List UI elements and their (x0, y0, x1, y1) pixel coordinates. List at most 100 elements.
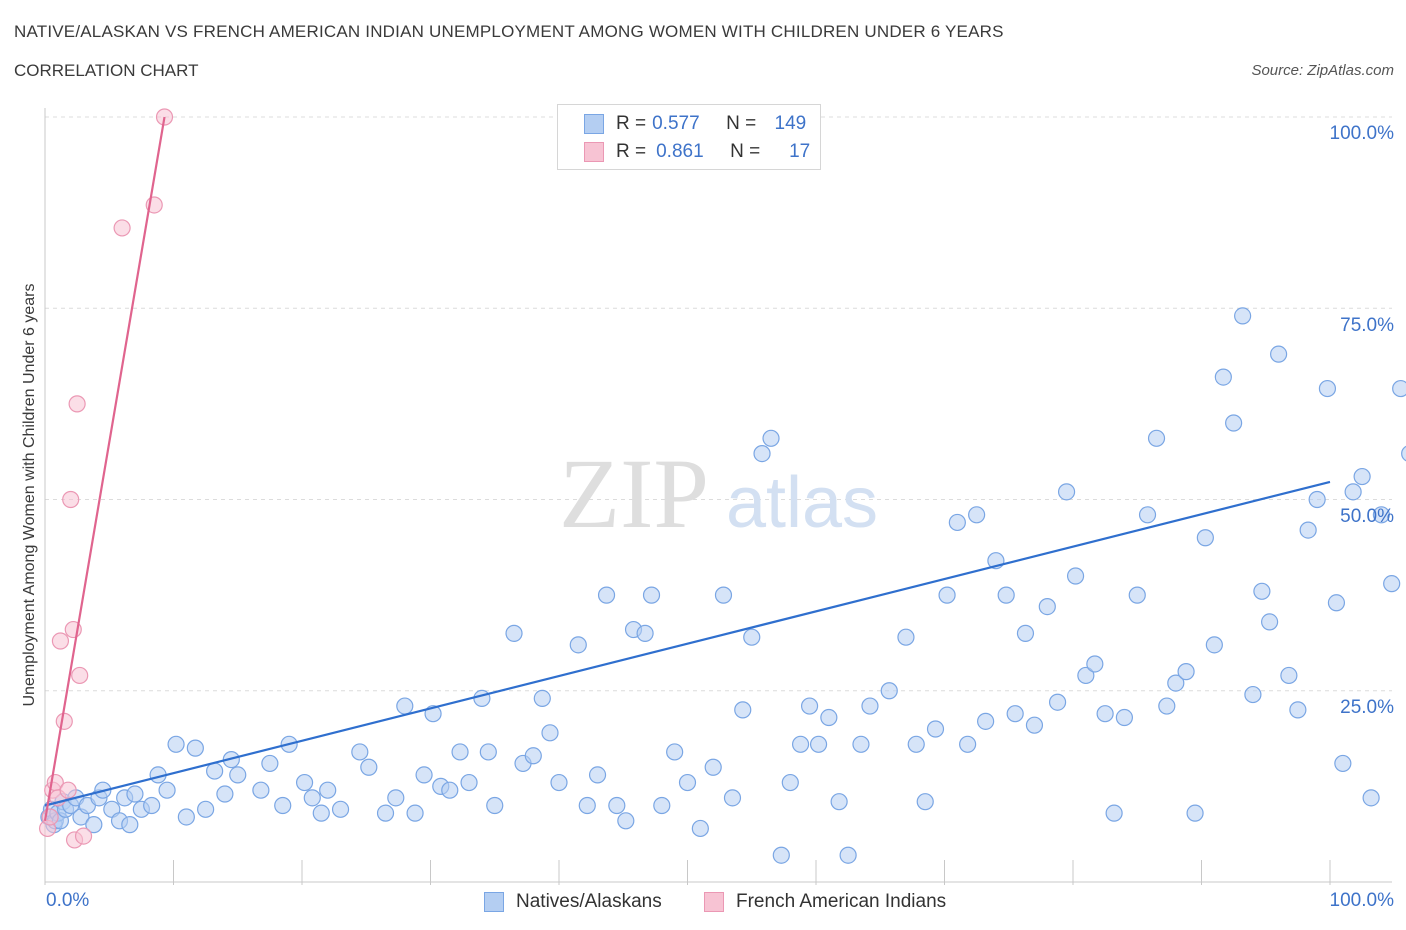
natives-point-70 (642, 586, 661, 604)
natives-point-136 (1318, 379, 1337, 398)
natives-point-104 (1006, 705, 1024, 723)
natives-point-88 (830, 793, 848, 811)
natives-point-101 (977, 712, 995, 730)
natives-point-103 (997, 586, 1015, 604)
bottom-legend-swatch-blue (484, 892, 504, 912)
legend-n-label: N = (726, 113, 757, 134)
natives-point-129 (1253, 582, 1271, 600)
natives-point-107 (1038, 597, 1056, 616)
natives-point-34 (274, 796, 292, 815)
natives-point-37 (303, 789, 321, 807)
natives-point-97 (938, 586, 956, 604)
legend-swatch-blue (584, 114, 604, 134)
natives-point-141 (1362, 789, 1380, 807)
natives-point-137 (1327, 594, 1346, 612)
watermark-atlas: atlas (726, 463, 878, 543)
natives-point-89 (839, 846, 857, 864)
natives-point-63 (578, 796, 596, 815)
natives-point-92 (880, 682, 898, 700)
axes (44, 108, 1392, 885)
natives-point-87 (820, 708, 838, 727)
natives-point-23 (158, 781, 176, 799)
natives-point-128 (1244, 685, 1262, 704)
natives-point-117 (1138, 506, 1157, 524)
natives-point-91 (861, 697, 879, 715)
natives-point-145 (1401, 445, 1406, 462)
french-point-13 (74, 827, 93, 845)
natives-point-118 (1147, 429, 1166, 447)
natives-point-43 (376, 804, 395, 822)
natives-point-29 (216, 785, 234, 803)
natives-point-42 (360, 758, 378, 776)
french-point-8 (62, 490, 80, 509)
natives-point-78 (734, 701, 752, 719)
natives-point-133 (1289, 701, 1307, 719)
natives-point-119 (1158, 697, 1176, 715)
natives-point-39 (319, 781, 337, 799)
natives-point-96 (926, 720, 945, 738)
bottom-legend-french: French American Indians (704, 889, 946, 915)
natives-point-46 (406, 804, 424, 822)
legend-n-label: N = (730, 141, 761, 162)
natives-point-122 (1186, 804, 1204, 822)
source-credit: Source: ZipAtlas.com (1251, 62, 1394, 79)
legend-row-french: R = 0.861 N = 17 (584, 140, 810, 164)
natives-point-121 (1177, 663, 1195, 681)
natives-point-21 (143, 796, 161, 815)
natives-point-85 (800, 697, 819, 715)
chart-subtitle: CORRELATION CHART (14, 61, 199, 80)
correlation-legend: R = 0.577 N = 149 R = 0.861 N = 17 (557, 104, 821, 170)
x-tick-label-max: 100.0% (1329, 890, 1394, 911)
y-tick-label-25: 25.0% (1340, 697, 1394, 718)
natives-point-25 (177, 808, 195, 826)
natives-point-139 (1344, 483, 1362, 501)
y-tick-label-50: 50.0% (1340, 506, 1394, 527)
natives-point-52 (460, 773, 478, 792)
natives-point-98 (948, 513, 966, 532)
natives-point-134 (1299, 521, 1317, 539)
natives-point-62 (569, 636, 587, 654)
natives-point-135 (1308, 490, 1326, 509)
natives-point-59 (533, 689, 551, 708)
natives-point-73 (678, 773, 697, 792)
natives-point-82 (772, 846, 790, 864)
natives-point-86 (809, 735, 828, 753)
watermark-zip: ZIP (559, 438, 709, 549)
natives-point-19 (126, 785, 144, 803)
french-point-12 (71, 666, 89, 685)
y-tick-label-75: 75.0% (1340, 315, 1394, 336)
natives-point-75 (704, 758, 722, 776)
natives-point-115 (1115, 708, 1134, 727)
bottom-legend-swatch-pink (704, 892, 724, 912)
french-point-11 (68, 395, 86, 413)
natives-point-44 (387, 789, 405, 807)
natives-point-131 (1269, 345, 1288, 363)
natives-point-66 (608, 796, 626, 815)
natives-point-79 (743, 628, 761, 646)
trend-line-natives (44, 480, 1331, 807)
natives-point-47 (415, 766, 433, 784)
natives-point-124 (1205, 636, 1223, 654)
natives-point-27 (197, 800, 215, 818)
natives-point-93 (897, 628, 915, 646)
natives-point-126 (1225, 414, 1243, 432)
natives-point-132 (1280, 666, 1298, 685)
natives-point-108 (1048, 693, 1067, 711)
natives-point-54 (479, 743, 497, 761)
natives-point-113 (1096, 705, 1114, 723)
natives-point-28 (206, 762, 224, 780)
natives-point-24 (167, 735, 185, 753)
trend-lines (43, 116, 1331, 821)
natives-point-81 (762, 429, 780, 447)
legend-r-label: R = (616, 113, 647, 134)
natives-point-58 (524, 747, 542, 765)
x-tick-label-min: 0.0% (46, 890, 90, 911)
natives-point-33 (261, 754, 279, 773)
natives-point-95 (916, 793, 934, 811)
natives-point-143 (1383, 575, 1401, 593)
natives-point-90 (852, 735, 870, 753)
natives-point-123 (1196, 529, 1214, 547)
legend-r-value: 0.861 (656, 141, 704, 162)
natives-point-72 (666, 743, 684, 761)
legend-r-label: R = (616, 141, 647, 162)
